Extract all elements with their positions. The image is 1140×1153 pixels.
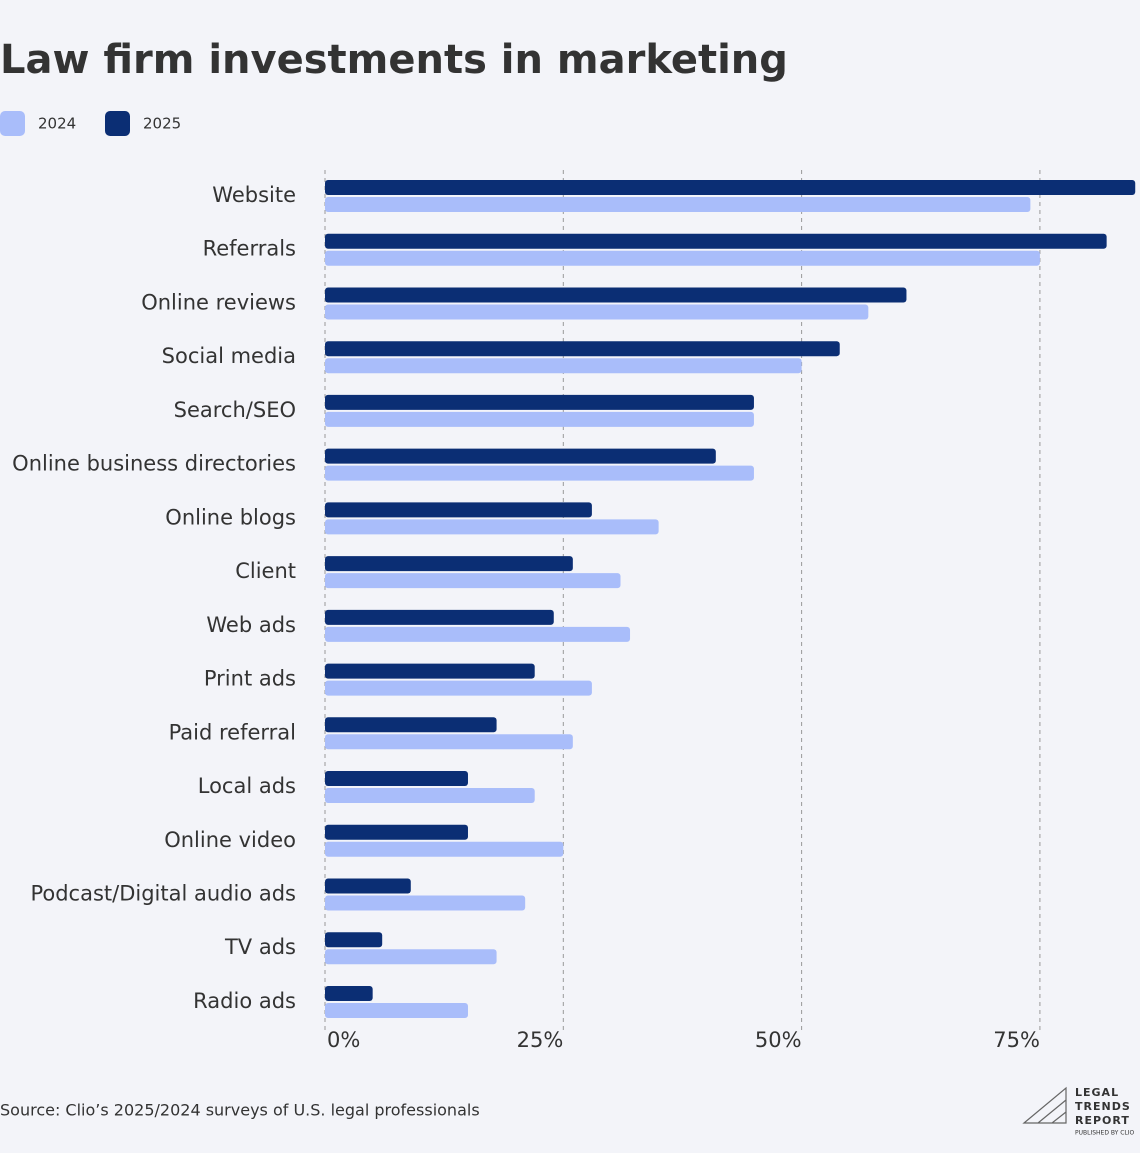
y-tick-label: Online video <box>164 828 296 852</box>
bar <box>325 717 497 733</box>
logo-line: LEGAL <box>1075 1086 1119 1099</box>
bar <box>325 788 535 804</box>
bar <box>325 734 573 750</box>
bar <box>325 519 659 535</box>
bar <box>325 680 592 696</box>
bar <box>325 771 468 787</box>
bar <box>325 949 497 965</box>
y-tick-label: Radio ads <box>193 989 296 1013</box>
bar <box>325 358 802 374</box>
bar <box>325 626 631 642</box>
y-tick-label: Web ads <box>206 613 296 637</box>
bar <box>325 233 1107 249</box>
y-tick-label: Print ads <box>204 667 296 691</box>
x-tick-label: 75% <box>993 1028 1040 1052</box>
bar <box>325 895 526 911</box>
chart-title: Law firm investments in marketing <box>0 37 788 83</box>
logo: LEGAL TRENDS REPORT PUBLISHED BY CLIO <box>1022 1086 1135 1137</box>
y-tick-label: Search/SEO <box>174 398 296 422</box>
bar <box>325 663 535 679</box>
bar <box>325 394 754 410</box>
y-tick-label: Local ads <box>198 774 296 798</box>
y-tick-label: Social media <box>162 344 296 368</box>
bar <box>325 304 869 320</box>
bar <box>325 502 592 518</box>
bar <box>325 448 716 464</box>
legend-label: 2025 <box>143 115 181 133</box>
bar <box>325 287 907 303</box>
y-tick-label: TV ads <box>224 935 296 959</box>
bar <box>325 985 373 1001</box>
y-tick-label: Online blogs <box>165 505 296 529</box>
bar <box>325 932 383 948</box>
x-tick-label: 25% <box>517 1028 564 1052</box>
bar <box>325 1002 468 1018</box>
bar <box>325 180 1136 195</box>
legend-label: 2024 <box>38 115 76 133</box>
bar <box>325 341 840 357</box>
bar <box>325 197 1031 212</box>
x-tick-label: 0% <box>327 1028 360 1052</box>
y-tick-label: Podcast/Digital audio ads <box>30 881 296 905</box>
bar <box>325 841 564 857</box>
bar <box>325 878 411 894</box>
bar <box>325 609 554 625</box>
bar <box>325 411 754 427</box>
logo-line: TRENDS <box>1075 1100 1131 1113</box>
legend-swatch <box>0 111 25 136</box>
legend-swatch <box>105 111 130 136</box>
y-tick-label: Website <box>212 183 296 207</box>
source: Source: Clio’s 2025/2024 surveys of U.S.… <box>0 1101 480 1120</box>
logo-mark <box>1022 1086 1067 1124</box>
logo-tagline: PUBLISHED BY CLIO <box>1075 1130 1135 1137</box>
x-tick-label: 50% <box>755 1028 802 1052</box>
bar <box>325 824 468 840</box>
y-tick-label: Referrals <box>203 237 296 261</box>
bar <box>325 573 621 589</box>
bar <box>325 250 1040 266</box>
y-tick-label: Paid referral <box>169 720 296 744</box>
logo-line: REPORT <box>1075 1114 1130 1127</box>
bar <box>325 465 754 481</box>
y-tick-label: Client <box>235 559 296 583</box>
y-tick-label: Online reviews <box>141 290 296 314</box>
bar <box>325 556 573 572</box>
y-tick-label: Online business directories <box>12 452 296 476</box>
